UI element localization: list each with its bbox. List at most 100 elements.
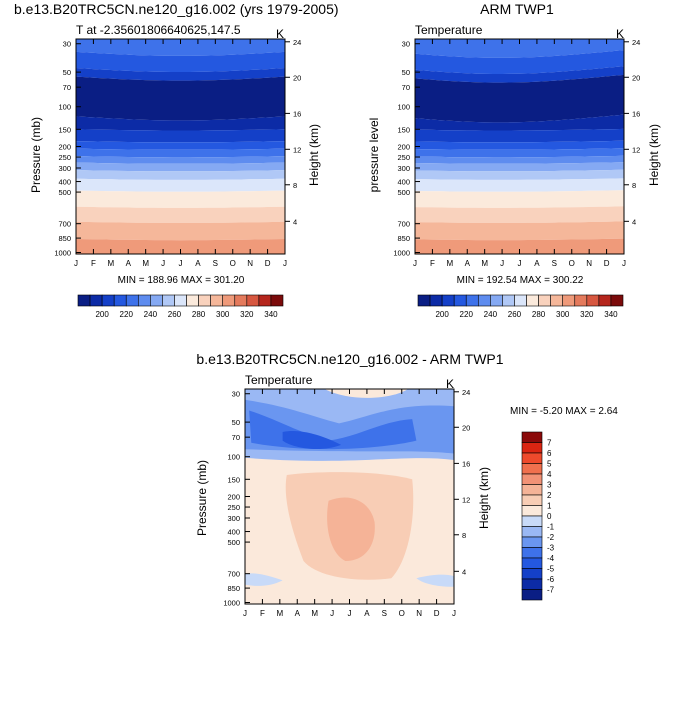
colorbar-box [162,294,175,307]
panel-obs: ARM TWP1 Temperature K J F M A M J J A S O N D J 30 50… [367,1,661,319]
field-warm-core [327,497,375,561]
colorbar-label: -6 [547,575,555,584]
colorbar-label: -4 [547,554,555,563]
y-tick-label: 30 [402,40,410,49]
field-band [415,74,624,123]
x-tick-label: S [552,259,557,268]
colorbar-box [429,294,443,307]
field-warm-top [324,389,409,398]
colorbar-box [550,294,564,307]
colorbar-label: 260 [508,310,522,319]
colorbar-label: 200 [95,310,109,319]
x-tick-label: J [179,259,183,268]
panel-diff-ylabel: Pressure (mb) [195,460,209,536]
colorbar-label: 4 [547,470,552,479]
field-band [76,206,285,223]
colorbar-box [521,557,543,569]
colorbar-box [521,484,543,496]
colorbar-label: -7 [547,586,555,595]
panel-diff-minmax: MIN = -5.20 MAX = 2.64 [510,406,618,417]
panel-diff-y2label: Height (km) [477,467,491,529]
x-tick-label: M [142,259,149,268]
colorbar-label: 320 [580,310,594,319]
y-tick-label: 1000 [223,598,240,607]
y-tick-label: 300 [58,164,71,173]
field-band [76,178,285,192]
y2-tick-label: 4 [462,567,466,576]
x-tick-label: J [622,259,626,268]
panel-model-title: b.e13.B20TRC5CN.ne120_g16.002 (yrs 1979-… [14,1,339,17]
y-tick-label: 1000 [393,248,410,257]
y-tick-label: 500 [227,538,240,547]
colorbar-label: 3 [547,481,552,490]
y-tick-label: 70 [63,83,71,92]
y2-tick-label: 12 [293,145,301,154]
panel-model-colorbar: 200 220 240 260 280 300 320 340 [77,294,284,319]
x-tick-label: J [518,259,522,268]
field-band [415,128,624,143]
colorbar-label: 6 [547,449,552,458]
panel-model-unit: K [276,27,284,41]
x-tick-label: M [276,609,283,618]
colorbar-label: 1 [547,502,552,511]
field-band [415,148,624,158]
colorbar-box [521,515,543,527]
panel-model-minmax: MIN = 188.96 MAX = 301.20 [118,275,245,286]
y-tick-label: 150 [227,475,240,484]
y-tick-label: 250 [227,503,240,512]
field-band [76,162,285,172]
field-band [76,141,285,150]
colorbar-box [210,294,224,307]
colorbar-label: 320 [240,310,254,319]
y-tick-label: 700 [227,570,240,579]
colorbar-box [137,294,151,307]
x-tick-label: F [91,259,96,268]
panel-obs-unit: K [616,27,624,41]
colorbar-box [521,452,543,464]
x-tick-label: D [434,609,440,618]
colorbar-box [574,294,588,307]
y2-tick-label: 12 [462,495,470,504]
colorbar-label: -2 [547,533,555,542]
colorbar-label: 200 [435,310,449,319]
x-tick-label: F [260,609,265,618]
field-cool-lower-left [245,573,283,586]
y-tick-label: 100 [227,453,240,462]
x-tick-label: S [213,259,218,268]
colorbar-box [477,294,491,307]
y-tick-label: 700 [397,220,410,229]
y-tick-label: 200 [58,143,71,152]
y2-tick-label: 20 [632,73,640,82]
panel-obs-field [415,39,624,254]
colorbar-label: 5 [547,460,552,469]
colorbar-box [174,294,187,307]
colorbar-box [521,463,543,475]
panel-obs-subtitle: Temperature [415,23,483,37]
colorbar-box [270,294,284,307]
colorbar-label: 340 [264,310,278,319]
colorbar-box [521,505,543,517]
colorbar-box [586,294,600,307]
y-tick-label: 50 [232,418,240,427]
colorbar-box [521,473,543,485]
y-tick-label: 50 [402,68,410,77]
colorbar-box [417,294,431,307]
y-tick-label: 700 [58,220,71,229]
colorbar-box [521,431,543,443]
field-band [76,156,285,164]
y-tick-label: 250 [397,153,410,162]
colorbar-box [186,294,199,307]
y2-tick-label: 8 [632,181,636,190]
y2-tick-label: 4 [632,217,636,226]
x-tick-label: A [295,609,301,618]
colorbar-label: -3 [547,544,555,553]
y2-tick-label: 4 [293,217,297,226]
colorbar-box [246,294,260,307]
panel-model: b.e13.B20TRC5CN.ne120_g16.002 (yrs 1979-… [14,1,339,319]
y-tick-label: 850 [227,584,240,593]
field-band [76,148,285,158]
